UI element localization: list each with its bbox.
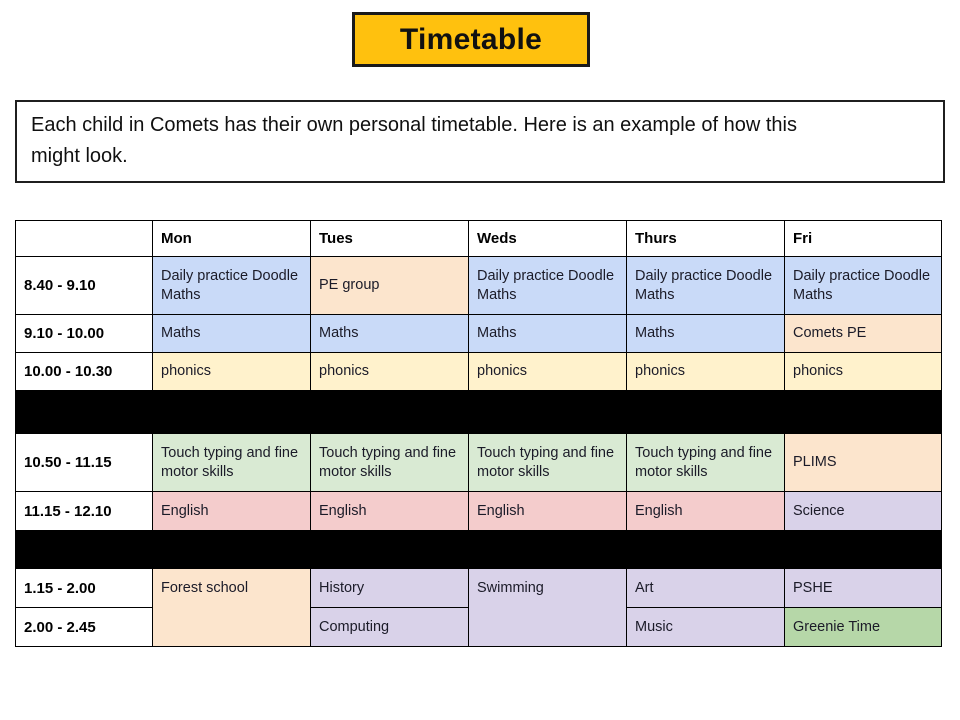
activity-cell-swimming: Swimming [468, 568, 627, 647]
timetable-table: Mon Tues Weds Thurs Fri 8.40 - 9.10 Dail… [15, 220, 942, 647]
table-row: 1.15 - 2.00 Forest school History Swimmi… [15, 568, 942, 647]
activity-cell: Maths [468, 314, 627, 353]
activity-cell-forest-school: Forest school [152, 568, 311, 647]
activity-cell: Maths [152, 314, 311, 353]
activity-cell: PE group [310, 256, 469, 315]
activity-cell: Science [784, 491, 942, 531]
break-cell [15, 530, 942, 569]
activity-cell: phonics [310, 352, 469, 391]
activity-cell: phonics [468, 352, 627, 391]
break-row [15, 390, 942, 434]
table-row: 10.00 - 10.30 phonics phonics phonics ph… [15, 352, 942, 391]
activity-cell: Greenie Time [784, 607, 942, 647]
break-row [15, 530, 942, 569]
activity-cell: English [626, 491, 785, 531]
time-cell: 2.00 - 2.45 [15, 607, 153, 647]
day-header-weds: Weds [468, 220, 627, 257]
table-row: 9.10 - 10.00 Maths Maths Maths Maths Com… [15, 314, 942, 353]
day-header-mon: Mon [152, 220, 311, 257]
table-row: 11.15 - 12.10 English English English En… [15, 491, 942, 531]
intro-text: Each child in Comets has their own perso… [31, 114, 797, 167]
activity-cell: English [310, 491, 469, 531]
activity-cell: Daily practice Doodle Maths [468, 256, 627, 315]
activity-cell: Maths [310, 314, 469, 353]
activity-cell: History [310, 568, 469, 608]
time-cell: 1.15 - 2.00 [15, 568, 153, 608]
page-title: Timetable [399, 22, 543, 56]
activity-cell: PLIMS [784, 433, 942, 492]
activity-cell: phonics [626, 352, 785, 391]
table-row: 10.50 - 11.15 Touch typing and fine moto… [15, 433, 942, 492]
activity-cell: phonics [784, 352, 942, 391]
activity-cell: English [468, 491, 627, 531]
title-box: Timetable [352, 12, 590, 67]
activity-cell: Comets PE [784, 314, 942, 353]
header-row: Mon Tues Weds Thurs Fri [15, 220, 942, 257]
activity-cell: Daily practice Doodle Maths [626, 256, 785, 315]
time-cell: 10.00 - 10.30 [15, 352, 153, 391]
time-cell: 10.50 - 11.15 [15, 433, 153, 492]
activity-cell: Touch typing and fine motor skills [152, 433, 311, 492]
activity-cell: English [152, 491, 311, 531]
activity-cell: Touch typing and fine motor skills [310, 433, 469, 492]
table-row: 2.00 - 2.45 Computing Music Greenie Time [15, 607, 942, 647]
activity-cell: Art [626, 568, 785, 608]
intro-box: Each child in Comets has their own perso… [15, 100, 945, 183]
break-cell [15, 390, 942, 434]
activity-cell: Touch typing and fine motor skills [468, 433, 627, 492]
time-cell: 11.15 - 12.10 [15, 491, 153, 531]
activity-cell: Daily practice Doodle Maths [152, 256, 311, 315]
day-header-thurs: Thurs [626, 220, 785, 257]
activity-cell: Music [626, 607, 785, 647]
activity-cell: Maths [626, 314, 785, 353]
activity-cell: Daily practice Doodle Maths [784, 256, 942, 315]
time-cell: 9.10 - 10.00 [15, 314, 153, 353]
activity-cell: Computing [310, 607, 469, 647]
day-header-fri: Fri [784, 220, 942, 257]
activity-cell: phonics [152, 352, 311, 391]
corner-cell [15, 220, 153, 257]
day-header-tues: Tues [310, 220, 469, 257]
activity-cell: PSHE [784, 568, 942, 608]
time-cell: 8.40 - 9.10 [15, 256, 153, 315]
table-row: 8.40 - 9.10 Daily practice Doodle Maths … [15, 256, 942, 315]
activity-cell: Touch typing and fine motor skills [626, 433, 785, 492]
